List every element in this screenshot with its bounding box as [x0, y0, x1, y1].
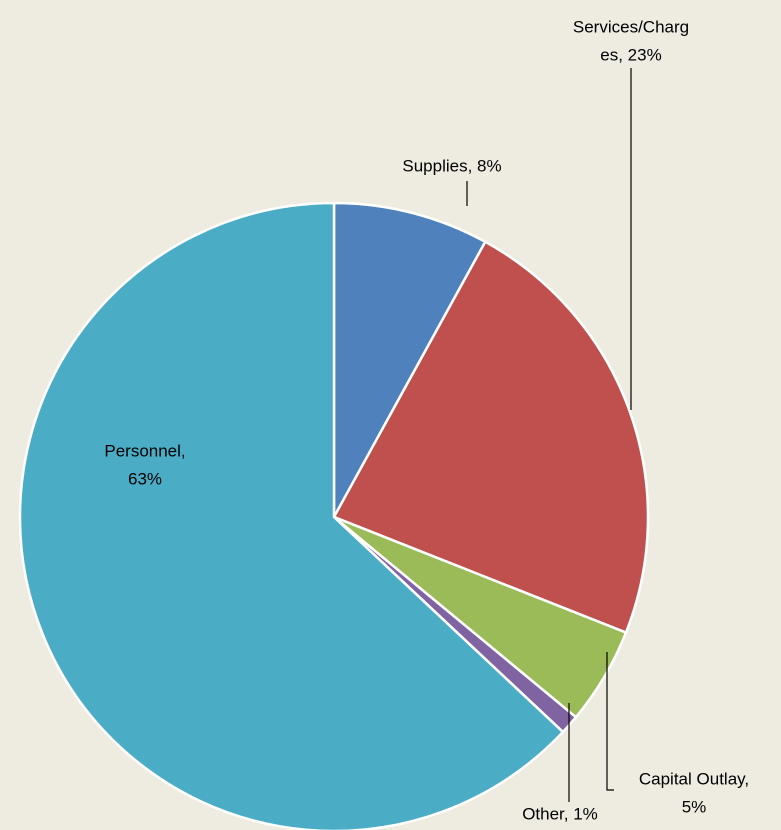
data-label: Other, 1%	[522, 804, 598, 823]
data-label: Capital Outlay,	[639, 769, 749, 788]
data-label: Personnel,	[104, 441, 185, 460]
data-label: Services/Charg	[573, 17, 689, 36]
data-label: Supplies, 8%	[402, 156, 501, 175]
data-label: es, 23%	[600, 45, 661, 64]
pie-slice	[18, 201, 565, 830]
data-label: 63%	[128, 469, 162, 488]
pie-slice	[332, 201, 487, 518]
data-label: 5%	[682, 797, 707, 816]
leader-line	[606, 652, 614, 791]
pie-slice	[332, 240, 650, 635]
